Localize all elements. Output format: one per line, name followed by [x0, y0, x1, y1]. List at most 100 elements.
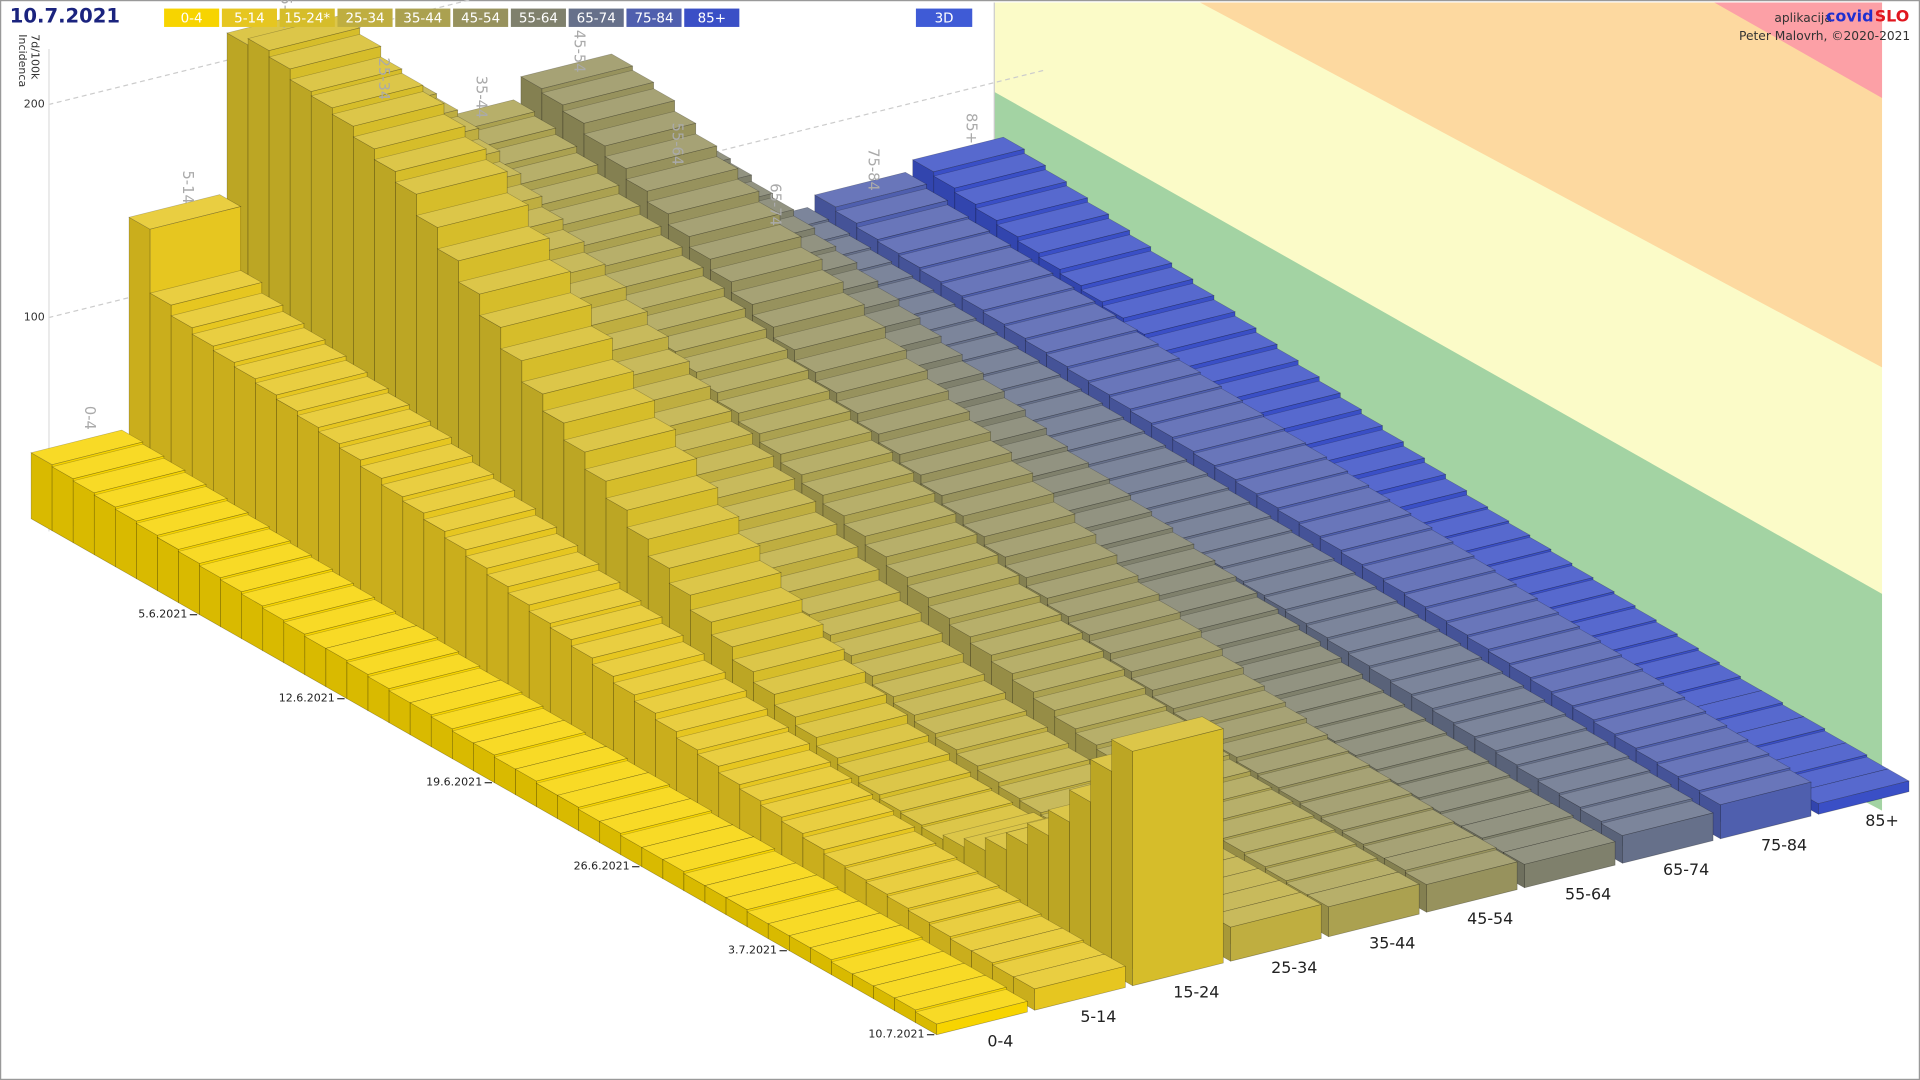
bar-top [801, 460, 915, 496]
bar-top-shade [831, 939, 944, 974]
bar-top-shade [634, 678, 747, 714]
mode-button-label[interactable]: 3D [935, 11, 954, 26]
bar-top-shade [647, 179, 759, 214]
bar-top-shade [1299, 501, 1411, 537]
bar-top-shade [697, 731, 810, 767]
bar-top-shade [1384, 835, 1497, 871]
bar-top [1024, 317, 1138, 353]
bar-top-shade [1678, 755, 1790, 791]
bar-top-shade [922, 804, 1034, 840]
bar-top-shade [747, 889, 859, 924]
bar-top-shade [933, 153, 1046, 189]
series-label: 15-24 [1173, 983, 1219, 1002]
bar-top-shade [977, 747, 1090, 783]
bar-top-shade [893, 680, 1006, 716]
bar-top-shade [1138, 490, 1250, 525]
bar-top-shade [347, 639, 459, 675]
series-label: 55-64 [1565, 885, 1611, 904]
bar-top-shade [1223, 817, 1335, 853]
bar-side-shade [52, 466, 74, 543]
bar-top [604, 133, 718, 169]
bar-top [51, 443, 165, 480]
legend-label: 65-74 [577, 11, 616, 26]
bar-top-shade [473, 720, 586, 756]
bar-top-shade [1026, 563, 1139, 599]
bar-top-shade [668, 201, 780, 237]
bar-top-shade [633, 296, 746, 332]
bar-top-shade [767, 557, 879, 593]
bar-top [507, 570, 621, 606]
bar-side-shade [641, 847, 663, 879]
bar-top [983, 522, 1097, 558]
bar-top-shade [318, 409, 431, 444]
bar-top [402, 478, 516, 514]
bar-top-shade [1033, 675, 1146, 711]
bar-top-shade [908, 887, 1020, 923]
bar-top-shade [332, 91, 444, 127]
bar-top [1067, 600, 1181, 636]
bar-side-shade [262, 608, 284, 663]
bar-top-shade [1390, 659, 1503, 695]
bar-top-shade [52, 444, 164, 479]
bar-top-shade [941, 261, 1053, 296]
bar-top-shade [626, 156, 738, 192]
bar-top-shade [1166, 597, 1279, 632]
bar-top [254, 360, 368, 396]
bar-front [1720, 781, 1812, 840]
bar-top-shade [311, 73, 423, 108]
bar-top-shade [1411, 673, 1524, 709]
bar-side-shade [620, 835, 642, 867]
legend-label: 75-84 [634, 11, 673, 26]
bar-top-shade [759, 419, 872, 455]
bar-top [135, 500, 249, 536]
bar-side-shade [536, 783, 558, 819]
legend-label: 35-44 [403, 11, 442, 26]
bar-top-shade [852, 951, 965, 986]
bar-top-shade [542, 388, 655, 424]
bar-top [240, 571, 355, 607]
bar-top-shade [1209, 892, 1322, 928]
bar-top-shade [1018, 218, 1130, 254]
bar-top-shade [1327, 617, 1440, 652]
bar-top-shade [1306, 603, 1419, 638]
bar-top-shade [984, 522, 1096, 558]
bar-top-shade [1601, 800, 1714, 836]
bar-top-shade [900, 790, 1013, 826]
bar-top-shade [605, 133, 717, 169]
bar-top [751, 292, 866, 328]
bar-top-shade [1046, 331, 1159, 367]
bar-top-shade [1559, 772, 1671, 808]
y-tick-label: 100 [24, 311, 45, 324]
bar-top-shade [1067, 346, 1180, 381]
bar-top-shade [710, 247, 823, 282]
date-label: 12.6.2021 [279, 692, 335, 705]
date-label: 5.6.2021 [138, 608, 187, 621]
bar-top [793, 337, 908, 373]
bar-top-shade [1348, 631, 1461, 666]
bar-top-shade [368, 654, 480, 689]
bar-top-shade [1236, 738, 1349, 774]
bar-side-shade [831, 961, 853, 987]
bar-top-shade [914, 698, 1027, 734]
bar-top-shade [956, 731, 1069, 767]
bar-top [1003, 303, 1117, 339]
bar-top-shade [824, 831, 936, 866]
bar-top [500, 325, 614, 362]
bar-top-shade [1257, 473, 1369, 508]
bar-top [423, 496, 537, 532]
bar-top-shade [814, 172, 927, 207]
legend-swatch [684, 8, 740, 27]
bar-top [521, 359, 635, 395]
bar-side-shade [515, 769, 537, 807]
mode-button[interactable] [915, 8, 973, 27]
bar-top-shade [1186, 348, 1299, 384]
bar-top [780, 439, 894, 476]
bar-top-shade [339, 425, 452, 461]
bar-front [936, 1000, 1028, 1036]
bar-top-shade [788, 580, 900, 615]
bar-top-shade [949, 602, 1062, 637]
bar-top-shade [1425, 586, 1538, 621]
bar-top-shade [1341, 529, 1453, 565]
bar-top-shade [738, 399, 851, 434]
date-label: 3.7.2021 [728, 944, 777, 957]
